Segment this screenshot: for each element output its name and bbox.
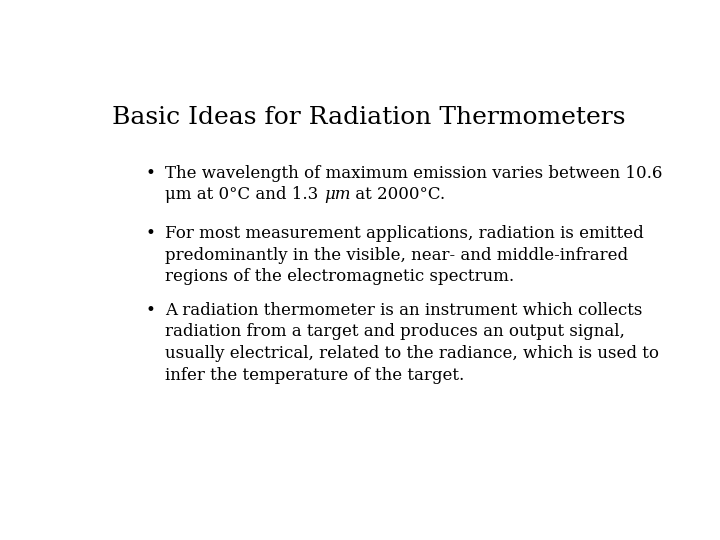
Text: infer the temperature of the target.: infer the temperature of the target. xyxy=(166,367,464,384)
Text: •: • xyxy=(145,302,156,319)
Text: The wavelength of maximum emission varies between 10.6: The wavelength of maximum emission varie… xyxy=(166,165,662,181)
Text: radiation from a target and produces an output signal,: radiation from a target and produces an … xyxy=(166,323,625,340)
Text: predominantly in the visible, near- and middle-infrared: predominantly in the visible, near- and … xyxy=(166,246,629,264)
Text: Basic Ideas for Radiation Thermometers: Basic Ideas for Radiation Thermometers xyxy=(112,106,626,130)
Text: A radiation thermometer is an instrument which collects: A radiation thermometer is an instrument… xyxy=(166,302,643,319)
Text: μm at 0°C and 1.3: μm at 0°C and 1.3 xyxy=(166,186,324,203)
Text: •: • xyxy=(145,165,156,181)
Text: •: • xyxy=(145,225,156,242)
Text: at 2000°C.: at 2000°C. xyxy=(351,186,446,203)
Text: usually electrical, related to the radiance, which is used to: usually electrical, related to the radia… xyxy=(166,345,660,362)
Text: μm: μm xyxy=(324,186,351,203)
Text: For most measurement applications, radiation is emitted: For most measurement applications, radia… xyxy=(166,225,644,242)
Text: regions of the electromagnetic spectrum.: regions of the electromagnetic spectrum. xyxy=(166,268,515,285)
